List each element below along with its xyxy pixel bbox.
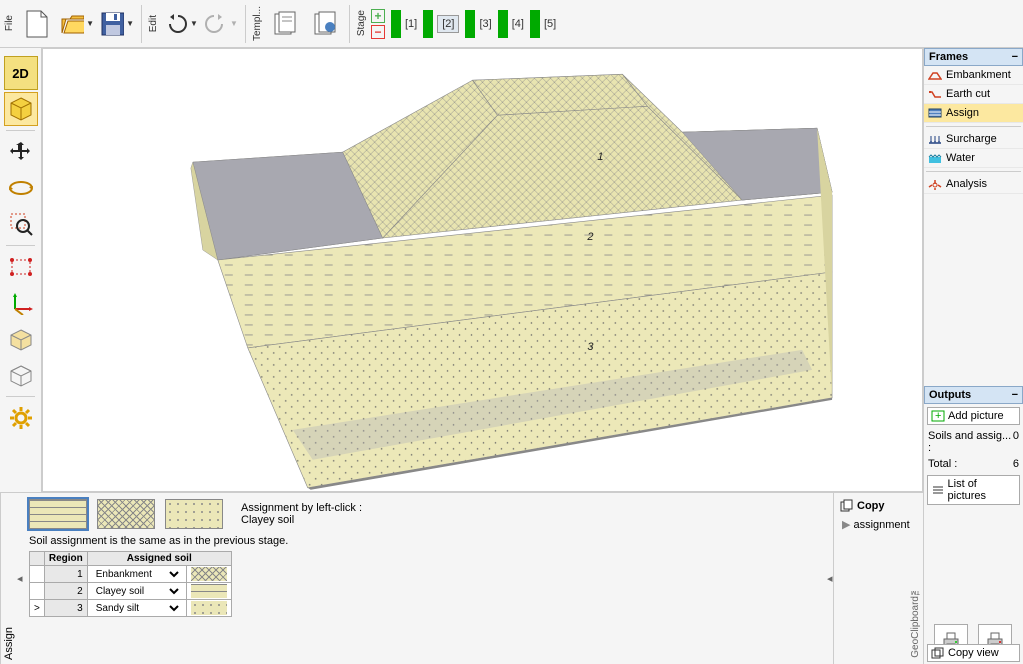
frames-title: Frames: [929, 51, 968, 63]
water-icon: [928, 152, 942, 164]
wireframe-view-button[interactable]: [4, 358, 38, 392]
table-row[interactable]: 2 Clayey soil: [30, 583, 232, 600]
frame-embankment[interactable]: Embankment: [924, 66, 1023, 85]
rotate-tool-button[interactable]: [4, 171, 38, 205]
copy-header: Copy: [838, 497, 919, 515]
copy-icon: [840, 499, 854, 513]
file-label: File: [4, 13, 15, 33]
stage-2[interactable]: [2]: [423, 10, 459, 38]
undo-button[interactable]: ▼: [163, 6, 199, 42]
stage-remove-button[interactable]: −: [371, 25, 385, 39]
new-file-button[interactable]: [19, 6, 55, 42]
soil-select-3[interactable]: Sandy silt: [92, 602, 182, 615]
stage-5[interactable]: [5]: [530, 10, 556, 38]
geoclipboard-panel: Copy ▶ assignment GeoClipboard™: [833, 493, 923, 664]
frames-panel-header: Frames −: [924, 48, 1023, 66]
surcharge-icon: [928, 133, 942, 145]
frame-earthcut[interactable]: Earth cut: [924, 85, 1023, 104]
redo-button[interactable]: ▼: [203, 6, 239, 42]
region-label-1: 1: [597, 151, 603, 163]
svg-text:+: +: [935, 410, 941, 422]
embankment-icon: [928, 69, 942, 81]
stage-message: Soil assignment is the same as in the pr…: [29, 535, 821, 547]
earthcut-icon: [928, 88, 942, 100]
analysis-icon: [928, 178, 942, 190]
stage-add-button[interactable]: +: [371, 9, 385, 23]
stage-label: Stage: [356, 8, 367, 38]
settings-button[interactable]: [4, 401, 38, 435]
frame-analysis[interactable]: Analysis: [924, 175, 1023, 194]
swatch-clay[interactable]: [29, 499, 87, 529]
chevron-down-icon: ▼: [126, 19, 134, 28]
view-3d-button[interactable]: [4, 92, 38, 126]
geoclipboard-label: GeoClipboard™: [910, 585, 921, 658]
chevron-down-icon: ▼: [230, 19, 238, 28]
assign-panel: Assign ◂ Assignment by left-click : Clay…: [0, 492, 923, 664]
top-toolbar: File ▼ ▼ Edit ▼ ▼ Templ... Stage + − [1]…: [0, 0, 1023, 48]
view-2d-button[interactable]: 2D: [4, 56, 38, 90]
template-button-1[interactable]: [267, 6, 303, 42]
open-file-button[interactable]: ▼: [59, 6, 95, 42]
assign-icon: [928, 107, 942, 119]
soil-select-2[interactable]: Clayey soil: [92, 585, 182, 598]
table-row[interactable]: > 3 Sandy silt: [30, 600, 232, 617]
minimize-icon[interactable]: −: [1012, 389, 1018, 401]
move-tool-button[interactable]: [4, 135, 38, 169]
region-label-3: 3: [587, 341, 593, 353]
assign-message: Assignment by left-click : Clayey soil: [241, 502, 362, 526]
select-region-button[interactable]: [4, 250, 38, 284]
template-button-2[interactable]: [307, 6, 343, 42]
stage-4[interactable]: [4]: [498, 10, 524, 38]
template-label: Templ...: [252, 4, 263, 43]
chevron-down-icon: ▼: [86, 19, 94, 28]
region-label-2: 2: [586, 231, 593, 243]
soil-table: Region Assigned soil 1 Enbankment 2 Clay…: [29, 551, 232, 617]
outputs-title: Outputs: [929, 389, 971, 401]
swatch-sandy[interactable]: [165, 499, 223, 529]
frame-surcharge[interactable]: Surcharge: [924, 130, 1023, 149]
copy-assignment-button[interactable]: ▶ assignment: [838, 515, 919, 534]
chevron-down-icon: ▼: [190, 19, 198, 28]
swatch-embankment[interactable]: [97, 499, 155, 529]
axes-button[interactable]: [4, 286, 38, 320]
outputs-panel-header: Outputs −: [924, 386, 1023, 404]
stage-add-remove: + −: [371, 9, 385, 39]
zoom-tool-button[interactable]: [4, 207, 38, 241]
assign-vlabel: Assign: [0, 493, 17, 664]
viewport-3d[interactable]: 1 2 3: [42, 48, 923, 492]
stage-1[interactable]: [1]: [391, 10, 417, 38]
list-pictures-button[interactable]: List of pictures: [927, 475, 1020, 505]
minimize-icon[interactable]: −: [1012, 51, 1018, 63]
stage-3[interactable]: [3]: [465, 10, 491, 38]
table-row[interactable]: 1 Enbankment: [30, 566, 232, 583]
add-picture-icon: +: [931, 410, 945, 422]
list-icon: [931, 484, 945, 496]
soil-select-1[interactable]: Enbankment: [92, 568, 182, 581]
solid-view-button[interactable]: [4, 322, 38, 356]
edit-label: Edit: [148, 13, 159, 34]
save-button[interactable]: ▼: [99, 6, 135, 42]
right-panel: Frames − Embankment Earth cut Assign Sur…: [923, 48, 1023, 664]
add-picture-button[interactable]: + Add picture: [927, 407, 1020, 425]
frame-water[interactable]: Water: [924, 149, 1023, 168]
frame-assign[interactable]: Assign: [924, 104, 1023, 123]
copy-view-button[interactable]: Copy view: [927, 644, 1020, 662]
copy-icon: [931, 647, 945, 659]
